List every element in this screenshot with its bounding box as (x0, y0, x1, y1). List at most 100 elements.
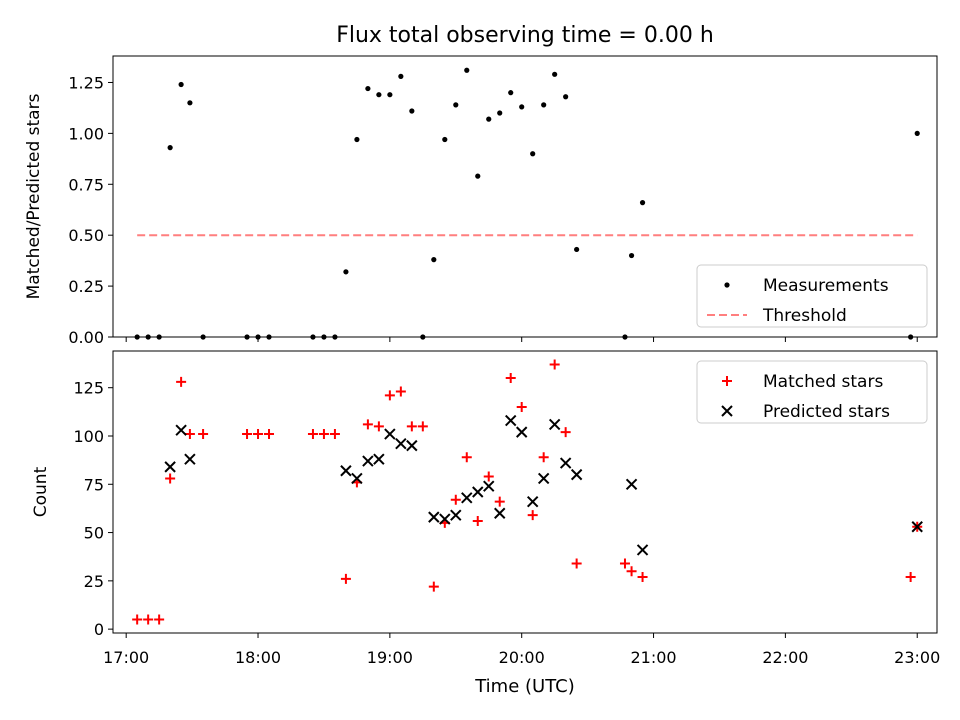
predicted-star-point (472, 486, 484, 498)
matched-star-point (242, 429, 253, 440)
predicted-star-point (526, 495, 539, 508)
matched-star-point (384, 390, 395, 401)
measurement-point (622, 334, 628, 340)
predicted-star-point (636, 544, 649, 556)
legend-box (696, 360, 928, 424)
matched-star-point (373, 421, 384, 432)
matched-star-point (538, 452, 549, 463)
y-tick-label: 125 (73, 379, 104, 398)
plot-frame (112, 55, 938, 338)
series-measurements (134, 67, 920, 340)
x-tick-label: 17:00 (103, 648, 149, 667)
measurement-point (134, 334, 140, 340)
matched-star-point (637, 571, 648, 582)
matched-star-point (340, 573, 351, 584)
measurement-point (354, 136, 360, 143)
matched-star-point (406, 421, 417, 432)
matched-star-point (329, 429, 340, 440)
predicted-star-point (395, 438, 407, 450)
measurement-point (541, 102, 547, 108)
measurement-point (398, 73, 404, 79)
predicted-star-point (439, 513, 451, 525)
y-tick-label: 75 (84, 475, 104, 494)
predicted-star-point (559, 457, 572, 469)
measurement-point (914, 130, 920, 136)
predicted-star-point (384, 428, 396, 440)
measurement-point (519, 104, 525, 110)
measurement-point (431, 257, 437, 263)
matched-star-point (362, 419, 373, 430)
y-tick-label: 0.50 (68, 226, 104, 245)
measurement-point (453, 102, 459, 108)
measurement-point (255, 334, 261, 340)
predicted-star-point (450, 509, 462, 521)
measurement-point (497, 110, 503, 116)
matched-star-point (461, 452, 472, 463)
x-tick-label: 20:00 (499, 648, 545, 667)
x-tick-label: 22:00 (762, 648, 808, 667)
y-tick-label: 0.75 (68, 175, 104, 194)
predicted-star-point (911, 521, 923, 533)
y-tick-label: 25 (84, 572, 104, 591)
y-tick-label: 0.25 (68, 277, 104, 296)
x-tick-label: 21:00 (630, 648, 676, 667)
count-panel: 0 25 50 75 100 125 17:00 18:00 19:00 20:00 21:00 22… (31, 350, 940, 667)
predicted-star-point (483, 480, 495, 492)
measurement-point (442, 136, 448, 143)
predicted-star-point (362, 455, 374, 467)
measurement-point (530, 151, 536, 157)
measurement-point (167, 145, 173, 151)
legend-box (696, 264, 928, 328)
legend-marker (721, 405, 733, 417)
measurement-point (409, 108, 415, 114)
predicted-star-point (570, 468, 583, 481)
predicted-star-point (351, 472, 363, 485)
legend-label: Predicted stars (763, 402, 890, 422)
measurement-point (200, 334, 206, 340)
matched-star-point (450, 494, 461, 505)
measurement-point (244, 334, 250, 340)
matched-star-point (560, 427, 571, 438)
measurement-point (908, 334, 914, 340)
ratio-panel: 0.00 0.25 0.50 0.75 1.00 1.25 Matched/Predicte… (24, 55, 938, 347)
matched-star-point (198, 429, 209, 440)
matched-star-point (264, 429, 275, 440)
measurement-point (266, 334, 272, 340)
matched-star-point (165, 473, 176, 484)
predicted-star-point (373, 453, 385, 465)
legend: Measurements Threshold (696, 264, 928, 328)
matched-star-point (505, 373, 516, 384)
measurement-point (365, 85, 371, 92)
y-axis-label: Matched/Predicted stars (24, 93, 44, 299)
legend-marker (724, 282, 730, 288)
matched-star-point (395, 386, 406, 397)
predicted-star-point (175, 424, 187, 436)
measurement-point (178, 81, 184, 88)
x-tick-label: 18:00 (235, 648, 281, 667)
legend-label: Measurements (763, 276, 889, 296)
predicted-star-point (548, 418, 561, 431)
measurement-point (475, 173, 481, 179)
predicted-star-point (494, 507, 506, 519)
matched-star-point (472, 515, 483, 526)
predicted-star-point (406, 439, 418, 452)
matched-star-point (494, 496, 505, 507)
matched-star-point (483, 471, 494, 482)
predicted-star-point (537, 472, 550, 485)
figure-title: Flux total observing time = 0.00 h (336, 23, 714, 48)
measurement-point (563, 94, 569, 100)
matched-star-point (527, 510, 538, 521)
plot-frame (112, 350, 938, 634)
matched-star-point (549, 359, 560, 370)
measurement-point (387, 92, 393, 98)
predicted-star-point (505, 414, 517, 427)
measurement-point (574, 246, 580, 253)
measurement-point (508, 90, 514, 96)
y-tick-label: 50 (84, 524, 104, 543)
predicted-star-point (461, 492, 473, 504)
predicted-star-point (164, 461, 176, 473)
matched-star-point (253, 429, 264, 440)
series-matched-stars (132, 359, 923, 625)
matched-star-point (516, 402, 527, 413)
